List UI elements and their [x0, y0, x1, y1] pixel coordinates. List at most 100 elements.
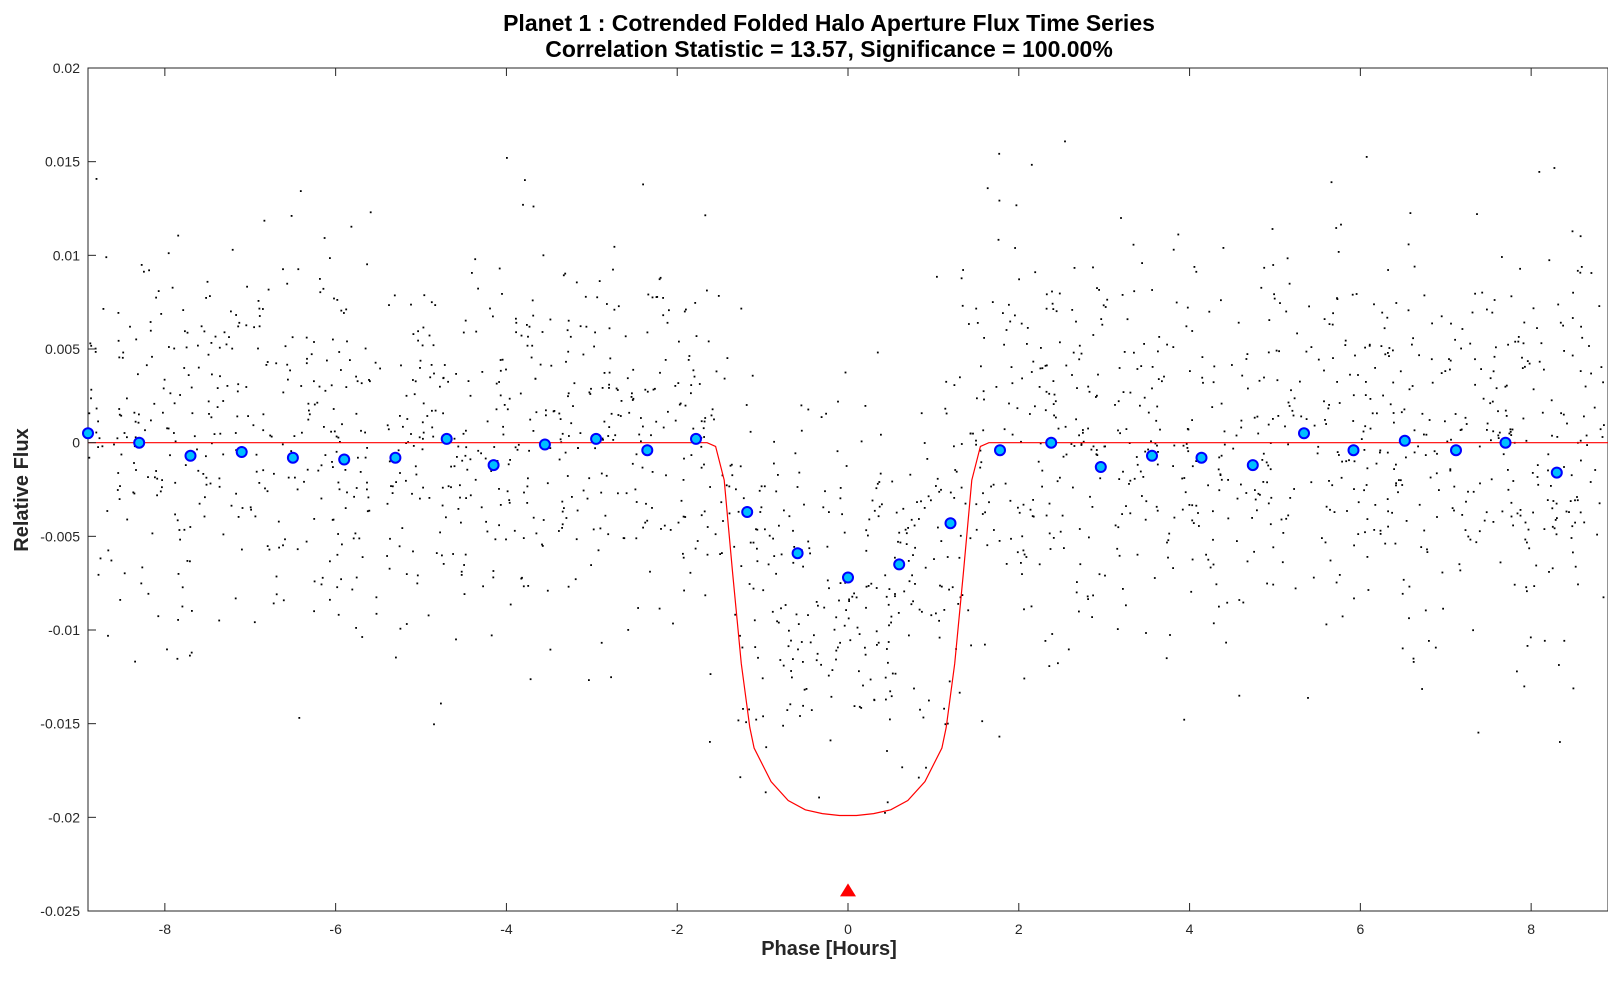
raw-point: [1272, 264, 1275, 266]
raw-point: [828, 587, 830, 590]
raw-point: [231, 347, 234, 350]
raw-point: [937, 526, 939, 529]
raw-point: [1268, 319, 1271, 321]
raw-point: [940, 488, 942, 491]
raw-point: [340, 369, 342, 371]
raw-point: [422, 486, 424, 489]
raw-point: [958, 691, 961, 694]
raw-point: [1353, 488, 1355, 490]
raw-point: [953, 497, 956, 499]
raw-point: [532, 516, 535, 519]
raw-point: [193, 435, 196, 438]
raw-point: [864, 646, 866, 649]
raw-point: [1240, 483, 1242, 486]
raw-point: [1364, 346, 1366, 349]
raw-point: [460, 574, 463, 576]
raw-point: [1508, 432, 1511, 435]
raw-point: [612, 439, 615, 441]
raw-point: [461, 459, 464, 462]
raw-point: [344, 507, 347, 509]
raw-point: [529, 678, 532, 681]
raw-point: [264, 487, 266, 490]
raw-point: [949, 491, 952, 494]
raw-point: [236, 415, 239, 418]
raw-point: [1492, 521, 1495, 523]
raw-point: [405, 623, 408, 625]
raw-point: [1275, 349, 1278, 352]
raw-point: [501, 358, 504, 361]
raw-point: [777, 621, 780, 624]
raw-point: [1562, 413, 1565, 416]
raw-point: [1554, 519, 1557, 521]
raw-point: [728, 485, 731, 488]
raw-point: [561, 523, 564, 526]
raw-point: [290, 450, 293, 452]
raw-point: [255, 470, 258, 473]
raw-point: [1242, 601, 1245, 604]
raw-point: [1053, 414, 1055, 417]
raw-point: [873, 509, 876, 512]
raw-point: [526, 344, 529, 347]
raw-point: [1195, 460, 1198, 462]
raw-point: [1063, 547, 1065, 549]
raw-point: [620, 400, 623, 402]
raw-point: [527, 477, 529, 480]
raw-point: [149, 329, 152, 332]
raw-point: [579, 325, 582, 328]
raw-point: [182, 309, 185, 311]
raw-point: [1266, 582, 1268, 585]
raw-point: [154, 476, 156, 479]
raw-point: [355, 487, 358, 489]
raw-point: [1021, 377, 1023, 380]
raw-point: [1226, 601, 1229, 604]
raw-point: [646, 519, 649, 522]
raw-point: [1070, 443, 1073, 445]
raw-point: [467, 380, 470, 382]
raw-point: [343, 312, 345, 314]
raw-point: [1516, 512, 1519, 515]
raw-point: [430, 364, 433, 366]
raw-point: [95, 178, 98, 180]
raw-point: [118, 498, 121, 500]
raw-point: [414, 465, 417, 468]
raw-point: [1139, 404, 1141, 407]
raw-point: [685, 308, 687, 311]
raw-point: [656, 296, 659, 298]
raw-point: [1219, 474, 1222, 476]
raw-point: [1467, 490, 1469, 493]
raw-point: [465, 497, 467, 499]
raw-point: [830, 695, 833, 698]
raw-point: [790, 670, 792, 672]
raw-point: [791, 676, 793, 679]
raw-point: [509, 459, 511, 461]
raw-point: [1266, 481, 1268, 484]
raw-point: [1450, 322, 1452, 325]
raw-point: [684, 404, 687, 407]
raw-point: [617, 414, 620, 416]
raw-point: [1603, 424, 1605, 426]
raw-point: [421, 344, 424, 347]
raw-point: [320, 497, 323, 500]
raw-point: [1120, 217, 1122, 219]
raw-point: [1143, 343, 1145, 345]
raw-point: [771, 610, 774, 613]
raw-point: [266, 545, 269, 547]
raw-point: [642, 425, 644, 428]
raw-point: [440, 702, 442, 705]
raw-point: [1340, 476, 1343, 479]
raw-point: [865, 585, 868, 588]
raw-point: [1008, 402, 1010, 405]
raw-point: [1522, 417, 1525, 420]
raw-point: [1523, 685, 1526, 688]
raw-point: [682, 556, 685, 559]
raw-point: [1002, 312, 1004, 314]
raw-point: [864, 653, 867, 656]
raw-point: [559, 418, 562, 420]
raw-point: [1104, 306, 1107, 308]
raw-point: [1183, 718, 1186, 721]
raw-point: [323, 237, 326, 239]
raw-point: [1156, 463, 1159, 466]
raw-point: [948, 588, 950, 591]
raw-point: [445, 516, 447, 519]
raw-point: [134, 420, 137, 423]
